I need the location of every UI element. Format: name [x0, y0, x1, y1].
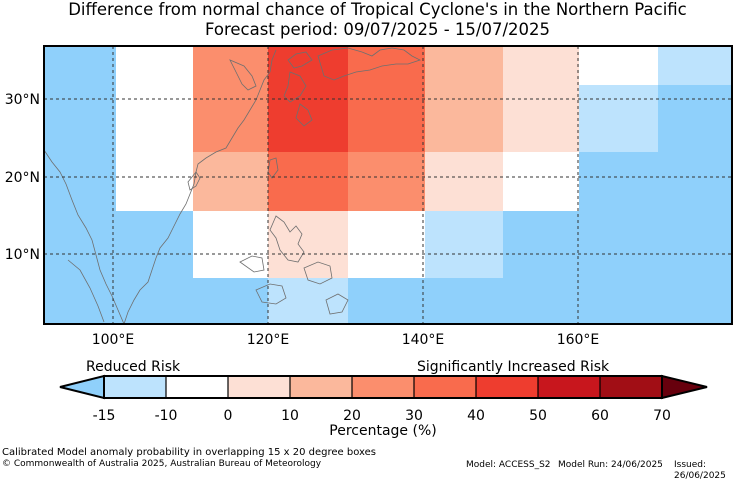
cell-white-nw — [116, 46, 193, 211]
colorbar-high-extend — [661, 374, 708, 400]
colorbar-label: Percentage (%) — [329, 423, 436, 439]
colorbar-tick: -10 — [155, 408, 178, 424]
cell-r2-c3 — [348, 152, 425, 211]
colorbar-frame — [103, 375, 663, 399]
colorbar-low-extend — [59, 374, 105, 400]
colorbar-tick: 0 — [224, 408, 233, 424]
colorbar-tick: 10 — [281, 408, 299, 424]
graticule — [44, 46, 732, 324]
map-plot-area — [44, 46, 732, 324]
colorbar-bin-9 — [600, 376, 662, 398]
cell-r1-c6 — [579, 85, 658, 152]
footer-issued: Issued: 26/06/2025 — [674, 460, 726, 481]
cell-white-central — [348, 211, 425, 278]
lon-tick-140: 140°E — [402, 332, 445, 348]
cell-r4-c2 — [268, 278, 348, 324]
colorbar-bin-1 — [104, 376, 166, 398]
lon-tick-160: 160°E — [557, 332, 600, 348]
colorbar-tick: 40 — [467, 408, 485, 424]
colorbar — [59, 374, 708, 400]
colorbar-tick: 60 — [591, 408, 609, 424]
footer-copyright: © Commonwealth of Australia 2025, Austra… — [2, 459, 322, 469]
lon-tick-120: 120°E — [247, 332, 290, 348]
colorbar-bin-6 — [414, 376, 476, 398]
cell-r2-c2 — [268, 152, 348, 211]
colorbar-bin-4 — [290, 376, 352, 398]
cell-r3-c2 — [268, 211, 348, 278]
lon-tick-100: 100°E — [92, 332, 135, 348]
colorbar-bin-8 — [538, 376, 600, 398]
coastlines — [44, 47, 422, 324]
colorbar-bin-5 — [352, 376, 414, 398]
cell-r2-c4 — [425, 152, 503, 211]
colorbar-tick: -15 — [93, 408, 116, 424]
lat-tick-10: 10°N — [5, 247, 40, 263]
cell-r1-c7 — [658, 46, 732, 85]
footer-description: Calibrated Model anomaly probability in … — [2, 447, 377, 458]
forecast-period: Forecast period: 09/07/2025 - 15/07/2025 — [204, 20, 551, 39]
cell-r2-c1 — [193, 152, 268, 211]
colorbar-tick: 30 — [405, 408, 423, 424]
cell-r3-c4 — [425, 211, 503, 278]
map-figure: 30°N 20°N 10°N 100°E 120°E 140°E 160°E R… — [5, 45, 733, 439]
footer-model: Model: ACCESS_S2 — [466, 460, 551, 470]
colorbar-tick: 50 — [529, 408, 547, 424]
cell-white-east — [503, 152, 579, 211]
increased-risk-label: Significantly Increased Risk — [417, 359, 610, 375]
lat-tick-30: 30°N — [5, 92, 40, 108]
colorbar-tick: 20 — [343, 408, 361, 424]
colorbar-bin-3 — [228, 376, 290, 398]
footer-model-run: Model Run: 24/06/2025 — [558, 460, 663, 470]
colorbar-bin-7 — [476, 376, 538, 398]
cell-white-philippines-w — [193, 211, 268, 278]
map-title: Difference from normal chance of Tropica… — [68, 0, 687, 19]
colorbar-bin-2 — [166, 376, 228, 398]
colorbar-tick: 70 — [653, 408, 671, 424]
lat-tick-20: 20°N — [5, 170, 40, 186]
cell-white-ne — [579, 46, 658, 85]
map-frame — [43, 45, 733, 325]
reduced-risk-label: Reduced Risk — [86, 359, 181, 375]
